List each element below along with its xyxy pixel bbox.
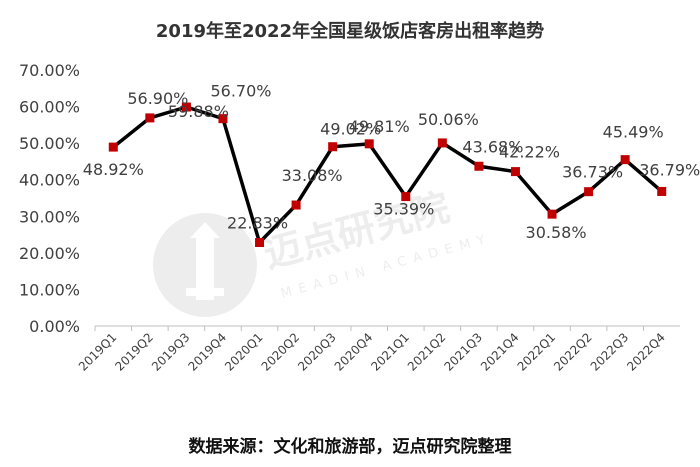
- data-point: [108, 142, 118, 152]
- data-point: [584, 187, 594, 197]
- watermark-logo-icon: [153, 213, 257, 317]
- data-label: 49.02%: [320, 120, 381, 139]
- data-label: 56.90%: [127, 89, 188, 108]
- data-label: 36.79%: [639, 160, 700, 179]
- data-label: 59.88%: [168, 102, 229, 121]
- x-tick-label: 2019Q4: [186, 330, 230, 374]
- y-tick-label: 70.00%: [19, 61, 80, 80]
- data-label: 50.06%: [418, 110, 479, 129]
- x-tick-label: 2021Q4: [478, 330, 522, 374]
- data-point: [218, 114, 228, 124]
- data-point: [510, 167, 520, 177]
- data-point: [620, 155, 630, 165]
- watermark: 迈点研究院 MEADIN ACADEMY: [153, 185, 494, 317]
- data-point: [145, 113, 155, 123]
- x-tick-label: 2019Q2: [112, 330, 156, 374]
- data-point: [474, 161, 484, 171]
- data-label: 33.08%: [282, 166, 343, 185]
- data-label: 45.49%: [603, 123, 664, 142]
- y-tick-label: 40.00%: [19, 171, 80, 190]
- y-tick-label: 20.00%: [19, 244, 80, 263]
- x-tick-label: 2020Q3: [295, 330, 339, 374]
- y-tick-label: 10.00%: [19, 280, 80, 299]
- x-tick-label: 2022Q1: [515, 330, 559, 374]
- data-label: 30.58%: [526, 223, 587, 242]
- source-note: 数据来源：文化和旅游部，迈点研究院整理: [188, 437, 512, 457]
- data-label: 43.68%: [462, 137, 523, 156]
- y-tick-label: 60.00%: [19, 98, 80, 117]
- y-tick-label: 0.00%: [29, 317, 80, 336]
- data-point: [291, 200, 301, 210]
- series-line: [112, 105, 663, 245]
- data-point: [328, 142, 338, 152]
- data-label: 35.39%: [373, 200, 434, 219]
- data-point: [547, 209, 557, 219]
- data-label: 56.70%: [210, 82, 271, 101]
- x-tick-label: 2020Q4: [332, 330, 376, 374]
- data-point: [181, 102, 191, 112]
- chart-title: 2019年至2022年全国星级饭店客房出租率趋势: [155, 21, 545, 42]
- data-point: [437, 138, 447, 148]
- data-label: 49.81%: [349, 117, 410, 136]
- x-tick-label: 2020Q2: [259, 330, 303, 374]
- x-tick-label: 2022Q4: [624, 330, 668, 374]
- y-tick-label: 30.00%: [19, 207, 80, 226]
- x-tick-label: 2021Q3: [441, 330, 485, 374]
- data-label: 42.22%: [499, 143, 560, 162]
- x-tick-label: 2019Q3: [149, 330, 193, 374]
- x-tick-label: 2021Q1: [368, 330, 412, 374]
- x-tick-label: 2020Q1: [222, 330, 266, 374]
- y-tick-label: 50.00%: [19, 134, 80, 153]
- x-tick-label: 2021Q2: [405, 330, 449, 374]
- x-tick-label: 2019Q1: [76, 330, 120, 374]
- data-label: 22.83%: [227, 214, 288, 233]
- x-tick-label: 2022Q2: [551, 330, 595, 374]
- data-label: 36.73%: [562, 163, 623, 182]
- data-point: [255, 238, 265, 248]
- data-point: [657, 186, 667, 196]
- x-tick-label: 2022Q3: [588, 330, 632, 374]
- data-label: 48.92%: [83, 160, 144, 179]
- data-point: [401, 192, 411, 202]
- data-point: [364, 139, 374, 149]
